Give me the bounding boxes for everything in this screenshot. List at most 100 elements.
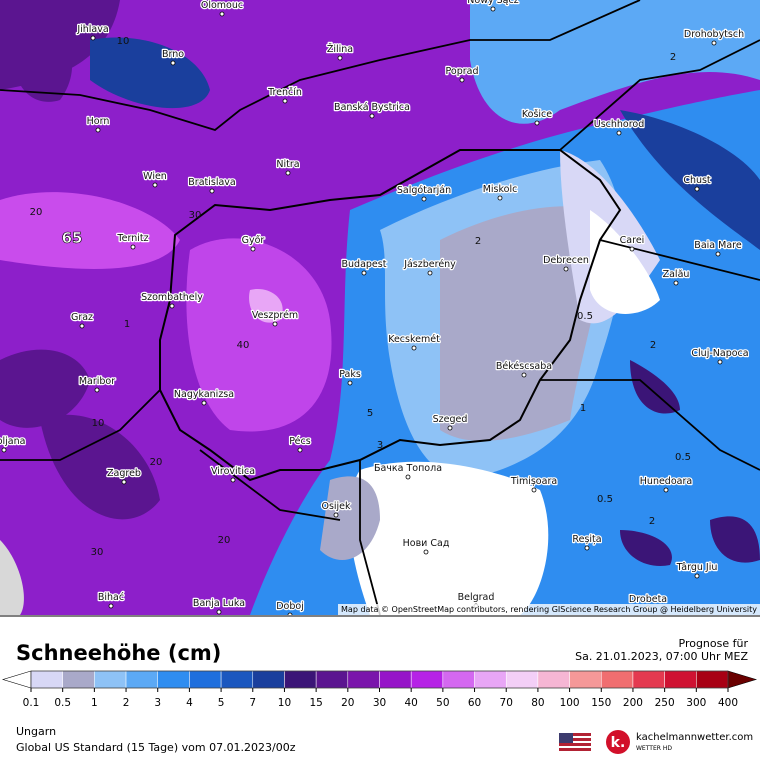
brand-sub: WETTER HD — [636, 745, 672, 752]
contour-label: 1 — [580, 403, 586, 414]
field — [440, 206, 603, 441]
city-dot — [347, 380, 353, 386]
legend-swatch — [410, 670, 444, 689]
contour-label: 10 — [92, 418, 105, 429]
legend-swatch — [157, 670, 190, 689]
city-label: Győr — [242, 235, 265, 246]
field — [249, 289, 283, 323]
city-dot — [616, 130, 622, 136]
city-label: Нови Сад — [403, 538, 450, 549]
city-dot — [152, 182, 158, 188]
city-dot — [673, 280, 679, 286]
city-dot — [169, 303, 175, 309]
legend-level: 4 — [186, 697, 193, 709]
city-dot — [490, 6, 496, 12]
legend-level: 150 — [591, 697, 611, 709]
field — [470, 0, 760, 124]
model-run: Global US Standard (15 Tage) vom 07.01.2… — [16, 741, 296, 754]
flag-us — [559, 733, 591, 751]
legend-level: 5 — [218, 697, 225, 709]
legend-swatch — [442, 670, 475, 689]
legend-swatch — [220, 670, 254, 689]
city-label: Бачка Топола — [374, 463, 442, 474]
city-label: Košice — [522, 109, 552, 120]
city-label: Miskolc — [483, 184, 518, 195]
city-label: Zalău — [663, 269, 690, 280]
legend-swatch — [347, 670, 380, 689]
legend-level: 3 — [154, 697, 161, 709]
legend-level: 300 — [686, 697, 706, 709]
legend-level: 20 — [341, 697, 354, 709]
legend-level: 0.1 — [23, 697, 40, 709]
contour-label: 20 — [150, 457, 163, 468]
city-dot — [201, 400, 207, 406]
city-label: Doboj — [276, 601, 304, 612]
contour-label: 30 — [189, 210, 202, 221]
legend-swatch — [30, 670, 63, 689]
city-label: Brno — [162, 49, 184, 60]
region: Ungarn — [16, 725, 56, 738]
city-dot — [459, 77, 465, 83]
field — [620, 360, 760, 566]
city-dot — [297, 447, 303, 453]
city-label: Uschhorod — [594, 119, 645, 130]
legend-title: Schneehöhe (cm) — [16, 641, 221, 665]
city-label: Wien — [143, 171, 167, 182]
city-dot — [230, 477, 236, 483]
city-label: Békéscsaba — [496, 361, 552, 372]
contour-label: 20 — [30, 207, 43, 218]
contour-label: 40 — [237, 340, 250, 351]
legend-swatch — [62, 670, 95, 689]
contour-label: 30 — [91, 547, 104, 558]
city-label: Maribor — [79, 376, 115, 387]
attribution: Map data © OpenStreetMap contributors, r… — [341, 605, 757, 614]
city-label: Jászberény — [403, 259, 456, 270]
legend-level: 70 — [500, 697, 513, 709]
field — [186, 238, 332, 432]
field — [590, 210, 660, 314]
legend-swatch — [189, 670, 222, 689]
attribution-bg — [338, 604, 760, 615]
legend-level: 15 — [309, 697, 322, 709]
city-label: Trenčín — [267, 87, 302, 98]
logo-mark: k. — [611, 735, 626, 751]
city-dot — [405, 474, 411, 480]
city-dot — [715, 251, 721, 257]
legend-level: 250 — [655, 697, 675, 709]
map: Olomouc Jihlava Brno Žilina Poprad Nowy Sącz D… — [0, 0, 760, 615]
legend-swatch — [284, 670, 317, 689]
city-label: Jihlava — [76, 24, 108, 35]
city-label: Salgótarján — [397, 185, 451, 196]
city-dot — [447, 425, 453, 431]
city-dot — [285, 170, 291, 176]
legend-swatch — [632, 670, 665, 689]
field — [0, 349, 160, 520]
city-dot — [534, 120, 540, 126]
legend-over — [727, 670, 758, 689]
legend-level: 10 — [278, 697, 291, 709]
city-dot — [694, 186, 700, 192]
legend-swatch — [94, 670, 127, 689]
city-dot — [423, 549, 429, 555]
city-label: Debrecen — [543, 255, 589, 266]
contour-label: 2 — [649, 516, 655, 527]
contour-label: 0.5 — [577, 311, 593, 322]
city-label: Szombathely — [141, 292, 203, 303]
legend-level: 80 — [531, 697, 544, 709]
forecast-time: Sa. 21.01.2023, 07:00 Uhr MEZ — [575, 650, 748, 663]
city-label: Ternitz — [116, 233, 148, 244]
city-label: Timișoara — [510, 476, 557, 487]
city-dot — [108, 603, 114, 609]
legend-level: 1 — [91, 697, 98, 709]
city-dot — [94, 387, 100, 393]
city-dot — [1, 447, 7, 453]
city-label: Bihać — [98, 592, 124, 603]
contour-label: 2 — [670, 52, 676, 63]
city-label: Reșița — [572, 534, 601, 545]
contour-label: 0.5 — [675, 452, 691, 463]
city-label: Bratislava — [188, 177, 235, 188]
field — [0, 192, 180, 269]
legend-level: 2 — [123, 697, 130, 709]
city-label: Poprad — [446, 66, 479, 77]
